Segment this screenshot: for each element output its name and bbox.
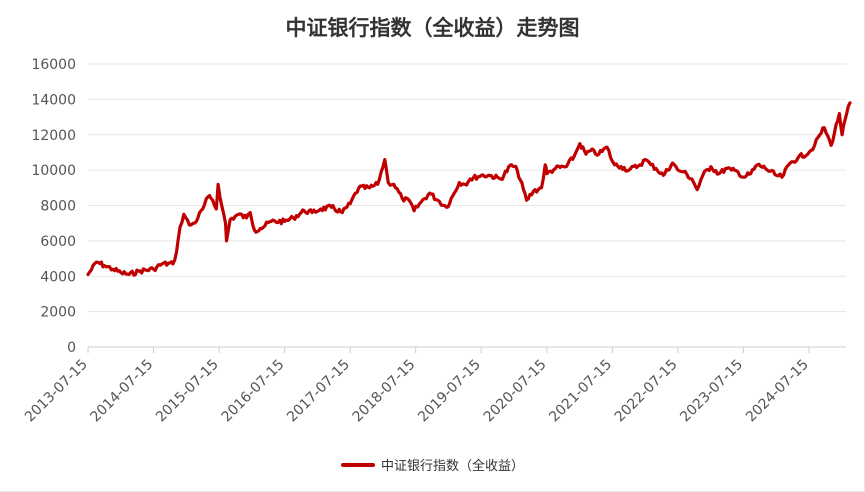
y-tick-label: 2000	[40, 305, 76, 321]
y-tick-label: 16000	[31, 57, 76, 73]
x-tick-label: 2020-07-15	[481, 357, 550, 426]
chart-title: 中证银行指数（全收益）走势图	[285, 16, 580, 40]
legend-swatch	[340, 462, 375, 467]
x-tick-label: 2023-07-15	[677, 357, 746, 426]
series-line-0	[86, 101, 852, 277]
x-tick-label: 2018-07-15	[350, 357, 419, 426]
y-tick-label: 0	[67, 340, 76, 356]
x-tick-label: 2019-07-15	[415, 357, 484, 426]
x-tick-label: 2017-07-15	[284, 357, 353, 426]
x-tick-label: 2021-07-15	[546, 357, 615, 426]
legend-label: 中证银行指数（全收益）	[380, 459, 524, 474]
x-tick-label: 2013-07-15	[22, 357, 91, 426]
y-tick-label: 6000	[40, 234, 76, 250]
y-tick-label: 8000	[40, 199, 76, 215]
x-tick-label: 2024-07-15	[743, 357, 812, 426]
y-tick-label: 14000	[31, 92, 76, 108]
y-tick-label: 4000	[40, 269, 76, 285]
x-tick-label: 2014-07-15	[87, 357, 156, 426]
y-tick-label: 10000	[31, 163, 76, 179]
x-tick-label: 2016-07-15	[219, 357, 288, 426]
x-tick-label: 2015-07-15	[153, 357, 222, 426]
x-tick-label: 2022-07-15	[612, 357, 681, 426]
legend[interactable]: 中证银行指数（全收益）	[0, 455, 865, 474]
y-tick-label: 12000	[31, 128, 76, 144]
